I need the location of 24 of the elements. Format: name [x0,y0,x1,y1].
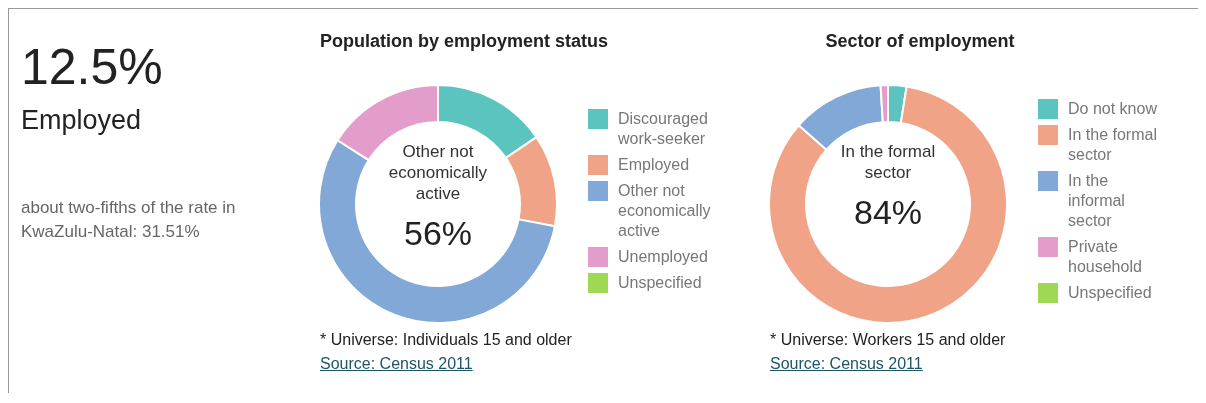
legend-label: Do not know [1068,99,1157,119]
text: Employed [21,105,143,136]
text: In the formal sector [839,141,937,183]
legend-label: Employed [618,155,690,175]
legend-label: In the formal sector [1068,125,1158,165]
text: 84% [852,193,924,232]
chart-title: Sector of employment [824,31,1016,53]
text: Other not economically active [387,141,489,204]
donut-slice [768,85,1008,324]
legend-label: Other not economically active [618,181,712,241]
legend-label: Unemployed [618,247,708,267]
legend-label: In the informal sector [1068,171,1126,231]
text: 12.5% [21,38,164,97]
chart-title: Population by employment status [320,31,610,53]
text: * Universe: Workers 15 and older [770,331,1007,349]
text: 56% [402,214,474,253]
legend-label: Private household [1068,237,1143,277]
legend-label: Unspecified [618,273,702,293]
source-note: Source: Census 2011 [770,355,924,373]
legend-label: Discouraged work-seeker [618,109,709,149]
text: about two-fifths of the rate in KwaZulu-Natal: 31.51% [21,197,237,243]
text: * Universe: Individuals 15 and older [320,331,573,349]
source-note: Source: Census 2011 [320,355,474,373]
legend-label: Unspecified [1068,283,1152,303]
